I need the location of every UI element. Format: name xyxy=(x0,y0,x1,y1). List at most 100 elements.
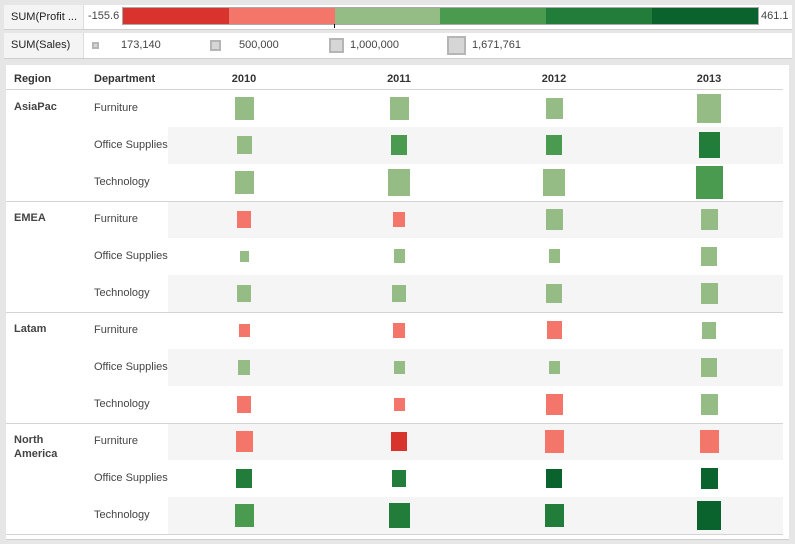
heatmap-mark[interactable] xyxy=(700,393,718,415)
department-label: Office Supplies xyxy=(94,361,168,373)
row-band xyxy=(168,349,783,386)
heatmap-mark[interactable] xyxy=(393,397,405,411)
heatmap-mark[interactable] xyxy=(545,208,563,230)
region-divider xyxy=(6,201,783,202)
color-legend-title: SUM(Profit ... xyxy=(4,5,84,29)
color-segment xyxy=(334,8,441,24)
department-label: Office Supplies xyxy=(94,472,168,484)
row-band xyxy=(168,127,783,164)
size-swatch-icon xyxy=(447,35,466,55)
heatmap-mark[interactable] xyxy=(391,431,407,451)
heatmap-mark[interactable] xyxy=(546,283,562,303)
color-segment xyxy=(440,8,547,24)
heatmap-mark[interactable] xyxy=(392,284,406,302)
header-year-2011: 2011 xyxy=(387,73,411,85)
color-legend-min: -155.6 xyxy=(88,10,120,22)
heatmap-mark[interactable] xyxy=(544,429,564,453)
row-band xyxy=(168,201,783,238)
size-legend: SUM(Sales) 173,140 500,000 1,000,000 1,6… xyxy=(4,33,792,58)
size-swatch-icon xyxy=(210,39,221,51)
heatmap-mark[interactable] xyxy=(238,323,250,337)
size-legend-item: 1,000,000 xyxy=(329,33,399,57)
size-swatch-icon xyxy=(92,41,99,49)
department-label: Technology xyxy=(94,287,150,299)
size-legend-title: SUM(Sales) xyxy=(4,33,84,58)
region-label: North America xyxy=(14,434,58,460)
heatmap-mark[interactable] xyxy=(544,503,564,527)
color-segment xyxy=(123,8,229,24)
heatmap-mark[interactable] xyxy=(546,468,562,488)
heatmap-mark[interactable] xyxy=(700,208,718,230)
region-divider xyxy=(6,312,783,313)
size-swatch-icon xyxy=(329,37,344,53)
heatmap-mark[interactable] xyxy=(237,210,251,228)
heatmap-mark[interactable] xyxy=(389,96,409,120)
heatmap-mark[interactable] xyxy=(236,136,252,154)
heatmap-mark[interactable] xyxy=(393,211,405,227)
heatmap-mark[interactable] xyxy=(701,246,717,266)
heatmap-mark[interactable] xyxy=(235,430,253,452)
heatmap-mark[interactable] xyxy=(698,132,720,158)
region-divider xyxy=(6,423,783,424)
heatmap-mark[interactable] xyxy=(548,360,560,374)
color-segment xyxy=(652,8,758,24)
heatmap-mark[interactable] xyxy=(546,321,562,339)
heatmap-table: Region Department 2010 2011 2012 2013 As… xyxy=(6,65,789,539)
department-label: Technology xyxy=(94,509,150,521)
header-region: Region xyxy=(14,73,52,85)
row-band xyxy=(168,497,783,534)
color-legend-zero-tick xyxy=(334,24,335,28)
header-department: Department xyxy=(94,73,156,85)
heatmap-mark[interactable] xyxy=(234,503,254,527)
heatmap-mark[interactable] xyxy=(236,468,252,488)
heatmap-mark[interactable] xyxy=(545,97,563,119)
heatmap-mark[interactable] xyxy=(238,359,250,375)
heatmap-mark[interactable] xyxy=(548,249,560,263)
heatmap-mark[interactable] xyxy=(239,250,249,262)
color-gradient-bar xyxy=(122,7,759,25)
department-label: Furniture xyxy=(94,213,139,225)
heatmap-mark[interactable] xyxy=(234,170,254,194)
heatmap-mark[interactable] xyxy=(543,168,565,196)
row-band xyxy=(168,423,783,460)
heatmap-mark[interactable] xyxy=(388,168,410,196)
color-segment xyxy=(228,8,335,24)
department-label: Office Supplies xyxy=(94,250,168,262)
table-bottom-divider xyxy=(6,534,783,535)
heatmap-mark[interactable] xyxy=(702,321,716,339)
color-legend: SUM(Profit ... -155.6 461.1 xyxy=(4,5,792,29)
heatmap-mark[interactable] xyxy=(234,96,254,120)
size-legend-item: 500,000 xyxy=(210,33,279,57)
heatmap-mark[interactable] xyxy=(237,284,251,302)
header-divider xyxy=(6,89,783,90)
header-year-2010: 2010 xyxy=(231,73,257,85)
region-label: AsiaPac xyxy=(14,101,57,113)
heatmap-mark[interactable] xyxy=(697,500,721,530)
heatmap-mark[interactable] xyxy=(700,467,718,489)
heatmap-mark[interactable] xyxy=(393,360,405,374)
heatmap-mark[interactable] xyxy=(393,322,405,338)
region-label: Latam xyxy=(14,323,47,335)
heatmap-mark[interactable] xyxy=(393,249,405,263)
region-label: EMEA xyxy=(14,212,46,224)
heatmap-mark[interactable] xyxy=(699,429,719,453)
heatmap-mark[interactable] xyxy=(546,135,562,155)
heatmap-mark[interactable] xyxy=(388,502,410,528)
heatmap-mark[interactable] xyxy=(701,357,717,377)
heatmap-mark[interactable] xyxy=(237,395,251,413)
color-legend-max: 461.1 xyxy=(761,10,789,22)
department-label: Furniture xyxy=(94,102,139,114)
color-segment xyxy=(546,8,653,24)
department-label: Technology xyxy=(94,176,150,188)
row-band xyxy=(168,275,783,312)
heatmap-mark[interactable] xyxy=(391,135,407,155)
department-label: Furniture xyxy=(94,435,139,447)
heatmap-mark[interactable] xyxy=(392,469,406,487)
heatmap-mark[interactable] xyxy=(545,393,563,415)
department-label: Technology xyxy=(94,398,150,410)
heatmap-mark[interactable] xyxy=(697,93,721,123)
heatmap-mark[interactable] xyxy=(695,165,723,199)
heatmap-mark[interactable] xyxy=(700,282,718,304)
size-legend-item: 173,140 xyxy=(92,33,161,57)
department-label: Furniture xyxy=(94,324,139,336)
